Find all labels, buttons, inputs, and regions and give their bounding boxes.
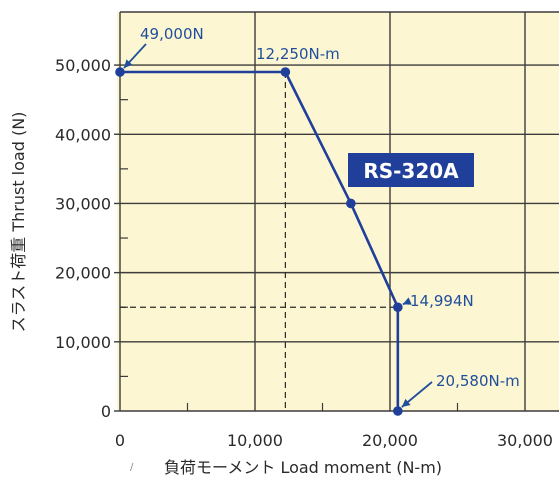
annotation-label: 14,994N xyxy=(410,292,474,310)
y-tick-label: 30,000 xyxy=(55,194,111,213)
y-axis-ticks: 0 10,000 20,000 30,000 40,000 50,000 xyxy=(55,56,111,421)
data-point xyxy=(280,67,291,77)
y-tick-label: 20,000 xyxy=(55,264,111,283)
x-tick-label: 0 xyxy=(115,431,125,450)
x-tick-label: 20,000 xyxy=(362,431,418,450)
annotation-layer: 49,000N 12,250N-m 14,994N 20,580N-m xyxy=(123,25,520,408)
y-axis-title: スラスト荷重 Thrust load (N) xyxy=(9,112,28,333)
annotation-label: 49,000N xyxy=(140,25,204,43)
y-tick-label: 10,000 xyxy=(55,333,111,352)
decorative-mark: / xyxy=(130,462,134,473)
annotation-label: 12,250N-m xyxy=(256,45,340,63)
x-axis-title: 負荷モーメント Load moment (N-m) xyxy=(164,458,442,477)
data-point xyxy=(346,198,356,209)
series-badge: RS-320A xyxy=(348,153,474,187)
badge-background xyxy=(348,153,474,187)
data-point xyxy=(393,302,403,313)
annotation-arrowhead xyxy=(401,398,411,407)
data-point xyxy=(393,406,403,416)
badge-label: RS-320A xyxy=(363,159,459,183)
x-tick-label: 30,000 xyxy=(497,431,553,450)
grid xyxy=(114,11,559,412)
annotation-arrowhead xyxy=(402,297,412,305)
y-tick-label: 50,000 xyxy=(55,56,111,75)
annotation-arrowhead xyxy=(124,59,133,68)
x-tick-label: 10,000 xyxy=(227,431,283,450)
series-layer xyxy=(115,67,403,416)
annotation-label: 20,580N-m xyxy=(436,372,520,390)
y-tick-label: 0 xyxy=(101,402,111,421)
x-axis-ticks: 0 10,000 20,000 30,000 xyxy=(115,431,553,450)
y-tick-label: 40,000 xyxy=(55,125,111,144)
data-point xyxy=(115,67,125,77)
guide-lines xyxy=(120,72,398,411)
plot-area xyxy=(117,12,559,411)
